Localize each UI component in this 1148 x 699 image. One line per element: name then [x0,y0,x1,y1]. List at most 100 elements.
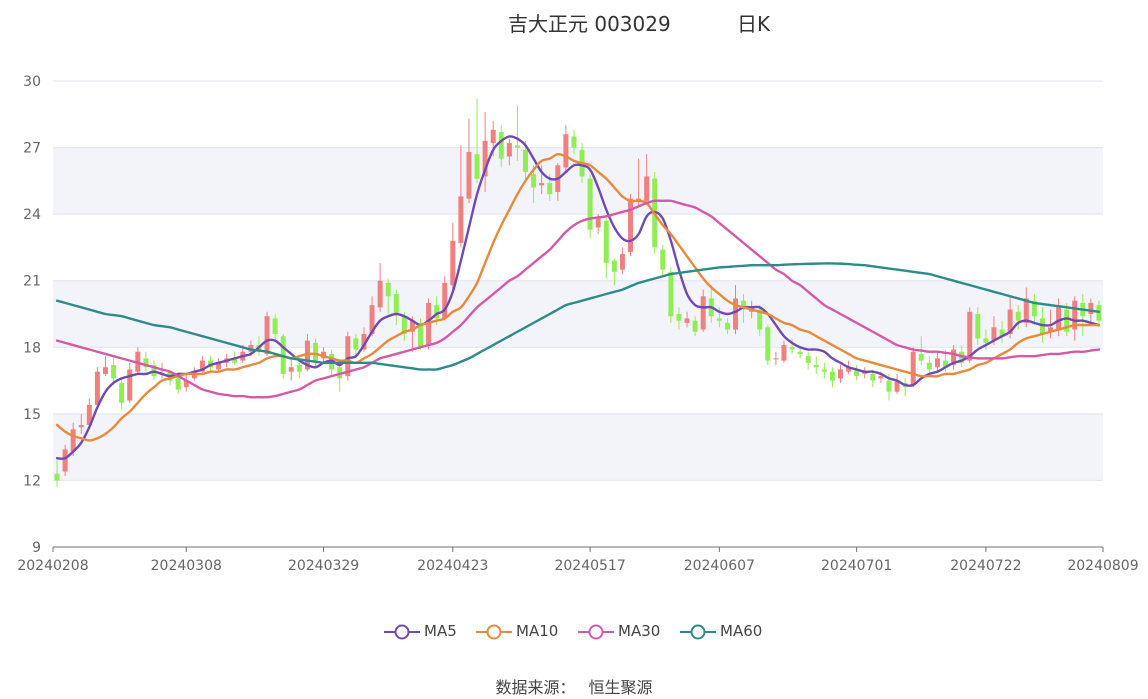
candle-body [732,298,739,330]
candle-body [1072,300,1078,330]
candle-body [1023,298,1029,323]
ma-line-ma30 [55,199,1101,399]
candle-body [563,134,569,168]
candle-body [490,129,496,144]
candle-body [409,320,415,332]
candle-body [498,132,504,159]
candle-body [199,360,205,372]
legend-circle-ma30 [588,624,604,640]
candle-body [216,362,222,370]
legend-marker-ma30 [578,624,614,640]
candle-body [312,342,319,361]
candle-body [1047,327,1054,332]
candlestick-chart: 9 12 15 18 21 24 27 30 20240208 20240308 20240329 2… [17,74,1138,574]
candle-body [361,333,367,350]
candle-body [781,345,787,361]
candle-body [975,314,981,339]
x-tick-label: 20240607 [684,558,755,574]
data-source-label: 数据来源： [495,678,576,697]
candle-body [829,371,835,381]
stock-name-code: 吉大正元 003029 [508,12,671,36]
candle-body [700,296,706,330]
candle-body [102,367,109,374]
y-tick-label: 24 [23,207,41,223]
candle-body [531,174,537,188]
y-tick-label: 15 [23,407,41,423]
legend-circle-ma5 [394,624,410,640]
y-tick-label: 18 [23,340,41,356]
candle-body [773,358,779,360]
candle-body [870,373,876,381]
candle-body [94,371,100,405]
candle-body [821,369,827,372]
y-tick-label: 30 [23,74,41,90]
candle-body [991,327,997,341]
candle-body [854,369,860,377]
candle-body [143,358,149,368]
candle-body [482,140,488,177]
candle-body [942,360,949,368]
candle-body [442,282,448,319]
grid-band [53,413,1103,481]
candle-body [813,365,819,368]
y-tick-label: 21 [23,274,41,290]
candle-body [417,322,424,348]
candle-body [684,318,690,323]
candle-body [450,240,456,286]
grid-band [53,147,1103,215]
candle-body [603,220,609,263]
y-tick-label: 12 [23,473,41,489]
x-tick-label: 20240517 [554,558,625,574]
candle-body [716,318,722,321]
candle-body [668,271,674,317]
candle-body [846,367,852,372]
candle-body [264,316,270,354]
legend-marker-ma10 [476,624,512,640]
candle-body [789,347,795,350]
x-tick-label: 20240701 [821,558,892,574]
candle-body [522,149,529,172]
candle-body [595,218,601,228]
candle-body [619,254,625,270]
chart-title: 吉大正元 003029 日K [0,8,1148,38]
data-source-value: 恒生聚源 [588,678,653,697]
candle-body [62,449,68,472]
legend-label-ma5: MA5 [424,622,457,640]
candle-body [983,338,989,343]
x-tick-label: 20240308 [151,558,222,574]
y-tick-label: 9 [32,540,41,556]
candle-body [353,338,359,350]
candle-body [70,429,76,452]
y-tick-label: 27 [23,141,41,157]
candle-body [676,314,682,321]
candle-body [1064,309,1070,332]
candle-body [127,369,133,401]
legend-label-ma60: MA60 [720,622,763,640]
candle-body [272,318,278,334]
legend-marker-ma5 [384,624,420,640]
candle-body [611,260,617,272]
candle-body [644,176,650,201]
candle-body [886,380,892,392]
candle-body [1088,302,1094,314]
candle-body [506,143,512,157]
candle-body [86,404,92,425]
legend-label-ma10: MA10 [516,622,559,640]
candle-body [393,294,399,314]
candle-body [805,356,811,363]
candle-body [757,309,763,330]
candle-body [434,305,440,319]
x-tick-label: 20240208 [17,558,88,574]
candle-body [345,336,351,377]
data-source: 数据来源： 恒生聚源 [0,674,1148,698]
legend-circle-ma60 [690,624,706,640]
grid-band [53,280,1103,348]
x-tick-label: 20240423 [417,558,488,574]
candle-body [741,300,747,310]
candle-body [401,316,407,334]
candle-body [288,367,294,372]
candle-body [296,365,302,372]
candle-body [183,380,189,388]
candle-body [514,145,520,148]
candle-body [1015,311,1021,321]
